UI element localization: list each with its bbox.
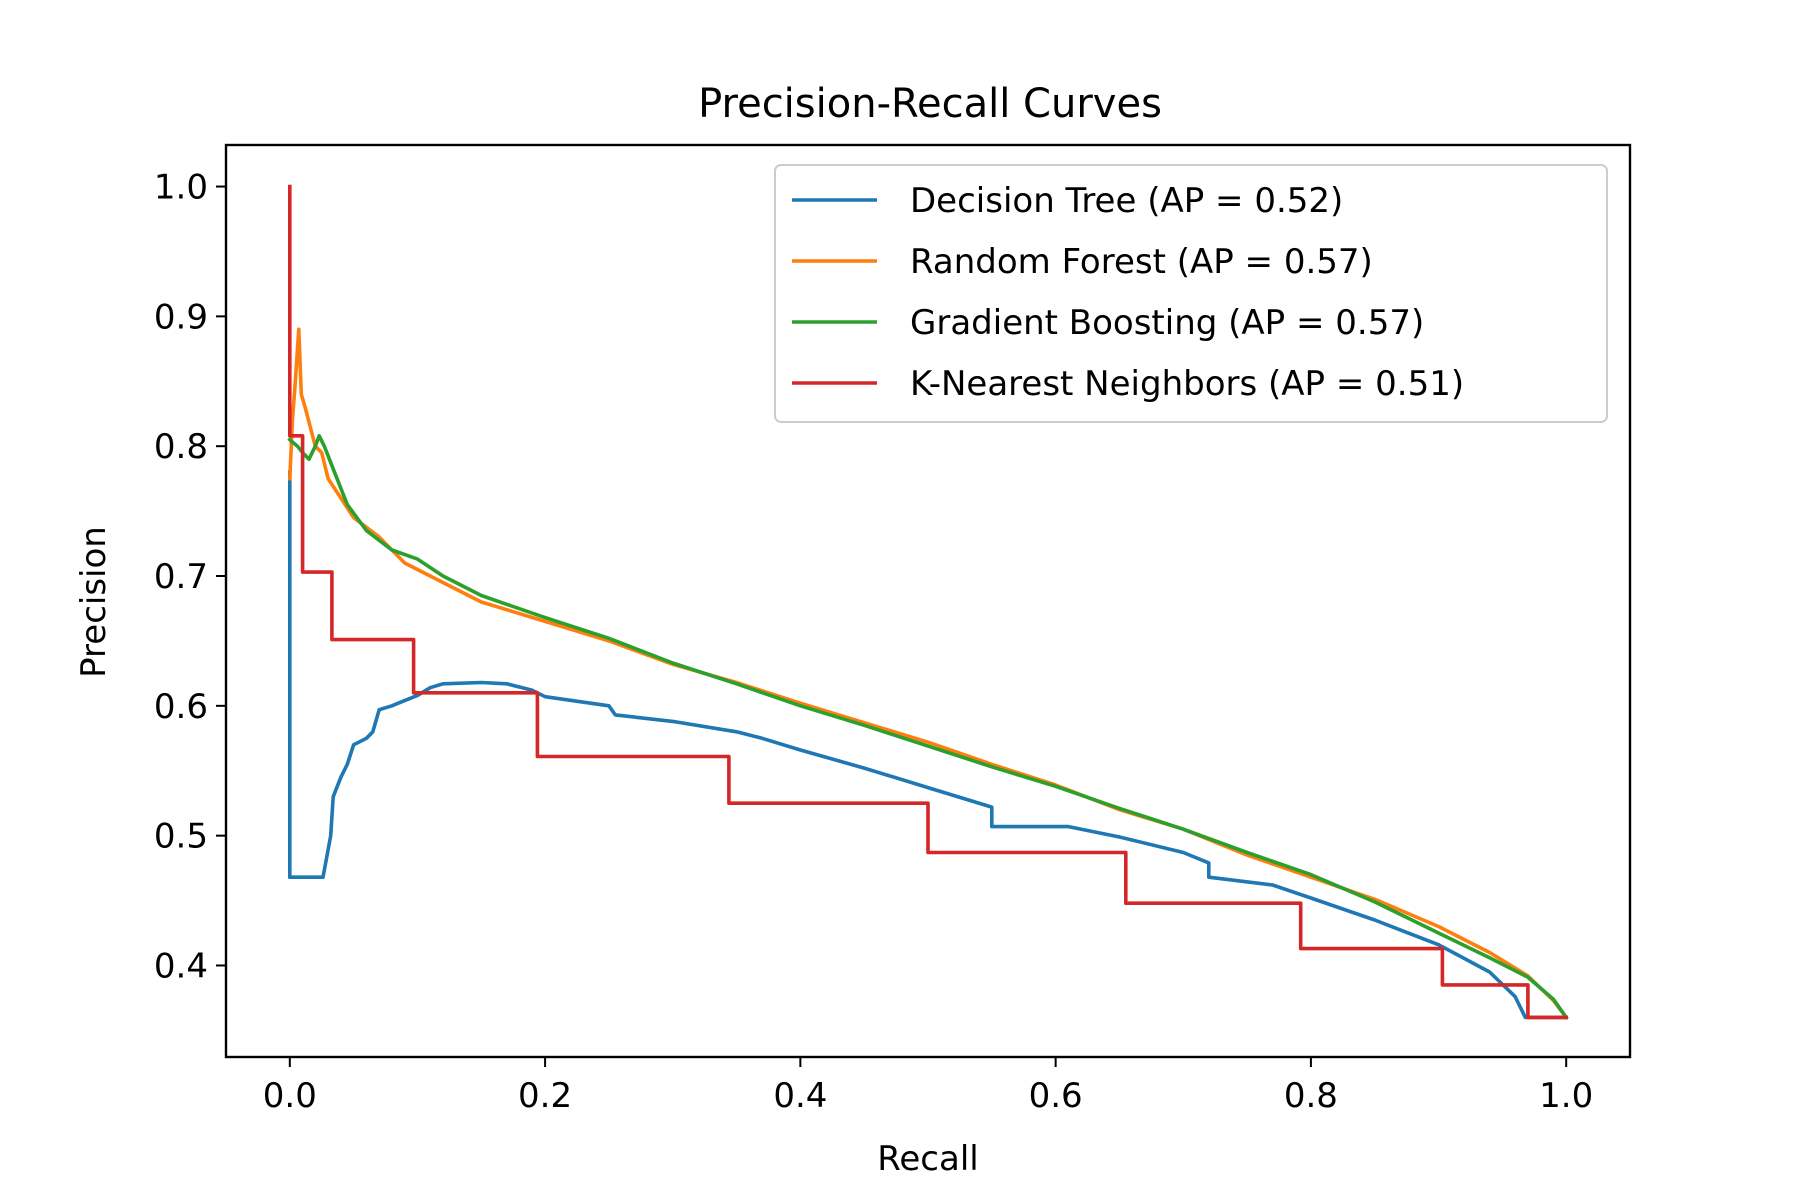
series-line-3: [287, 434, 1569, 1020]
plot-area: [287, 184, 1569, 1020]
legend-label-4: K-Nearest Neighbors (AP = 0.51): [910, 364, 1464, 404]
y-tick-label: 0.6: [154, 687, 208, 727]
x-axis-label: Recall: [877, 1139, 978, 1179]
x-tick-label: 0.4: [773, 1076, 827, 1116]
x-tick-label: 0.6: [1029, 1076, 1083, 1116]
plot-frame: [224, 143, 1632, 1059]
legend-label-3: Gradient Boosting (AP = 0.57): [910, 303, 1424, 343]
legend-box: [774, 164, 1608, 423]
x-tick-label: 0.8: [1284, 1076, 1338, 1116]
series-line-4: [288, 184, 1568, 1020]
x-tick-label: 0.0: [263, 1076, 317, 1116]
x-tick-label: 1.0: [1539, 1076, 1593, 1116]
y-tick-label: 1.0: [154, 168, 208, 208]
legend-label-1: Decision Tree (AP = 0.52): [910, 181, 1343, 221]
y-axis-label: Precision: [74, 526, 114, 678]
x-axis: 0.0 0.2 0.4 0.6 0.8 1.0: [263, 1057, 1593, 1116]
series-line-1: [288, 470, 1568, 1020]
y-tick-label: 0.7: [154, 557, 208, 597]
legend: Decision Tree (AP = 0.52) Random Forest (…: [774, 164, 1608, 423]
y-tick-label: 0.4: [154, 946, 208, 986]
legend-label-2: Random Forest (AP = 0.57): [910, 242, 1373, 282]
y-tick-label: 0.5: [154, 817, 208, 857]
x-tick-label: 0.2: [518, 1076, 572, 1116]
y-tick-label: 0.9: [154, 297, 208, 337]
y-tick-label: 0.8: [154, 427, 208, 467]
y-axis: 0.4 0.5 0.6 0.7 0.8 0.9 1.0: [154, 168, 226, 986]
chart-title: Precision-Recall Curves: [698, 81, 1162, 127]
